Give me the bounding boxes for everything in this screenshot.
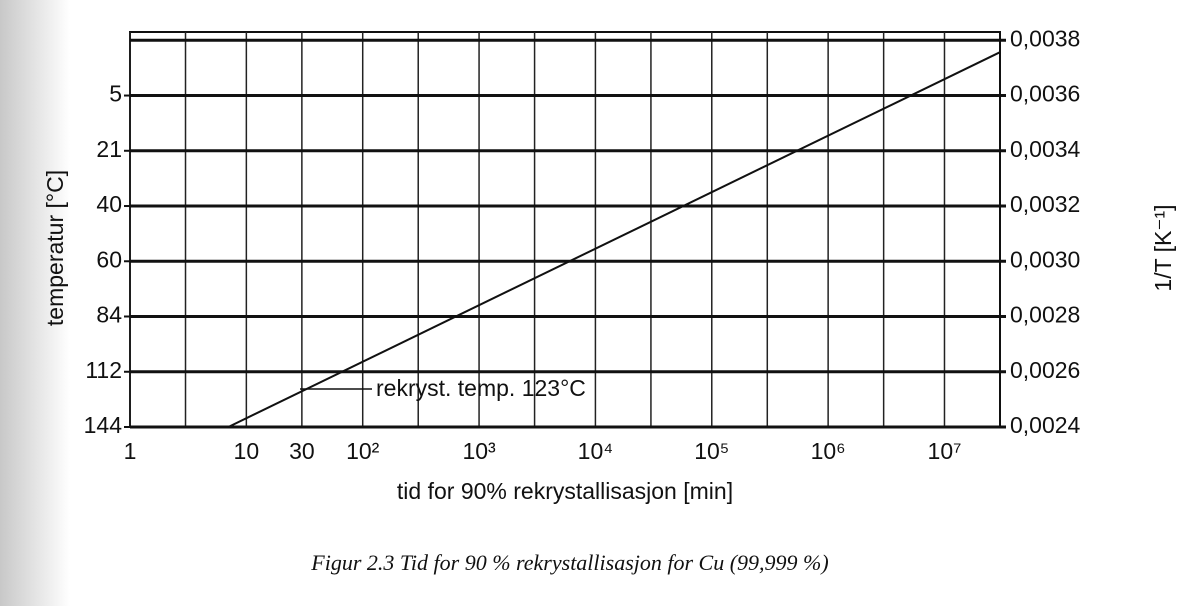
y2-axis-title: 1/T [K⁻¹] bbox=[1150, 204, 1176, 291]
y-tick-label: 84 bbox=[96, 302, 122, 328]
x-tick-label: 10⁵ bbox=[694, 438, 729, 464]
x-tick-label: 10 bbox=[234, 438, 260, 464]
scan-margin bbox=[0, 0, 70, 606]
y-axis-title: temperatur [°C] bbox=[42, 170, 68, 326]
y-tick-label: 112 bbox=[85, 357, 122, 383]
y2-tick-label: 0,0032 bbox=[1010, 191, 1080, 217]
data-line bbox=[227, 51, 1001, 428]
y-tick-label: 144 bbox=[84, 412, 123, 438]
x-axis-title: tid for 90% rekrystallisasjon [min] bbox=[397, 478, 733, 504]
y2-tick-label: 0,0024 bbox=[1010, 412, 1081, 438]
y2-tick-label: 0,0028 bbox=[1010, 302, 1080, 328]
y-tick-label: 60 bbox=[96, 246, 122, 272]
x-tick-label: 10⁶ bbox=[811, 438, 846, 464]
y-tick-label: 21 bbox=[96, 136, 122, 162]
x-tick-label: 10² bbox=[346, 438, 380, 464]
annotation: rekryst. temp. 123°C bbox=[376, 375, 586, 401]
caption: Figur 2.3 Tid for 90 % rekrystallisasjon… bbox=[310, 550, 828, 575]
x-tick-label: 10⁴ bbox=[578, 438, 613, 464]
x-tick-label: 30 bbox=[289, 438, 315, 464]
y-tick-label: 5 bbox=[109, 81, 122, 107]
y2-tick-label: 0,0030 bbox=[1010, 246, 1080, 272]
x-tick-label: 10³ bbox=[462, 438, 496, 464]
y2-tick-label: 0,0034 bbox=[1010, 136, 1081, 162]
plot-frame bbox=[129, 31, 1001, 428]
y2-tick-label: 0,0036 bbox=[1010, 81, 1080, 107]
y2-tick-label: 0,0038 bbox=[1010, 25, 1080, 51]
x-tick-label: 1 bbox=[124, 438, 137, 464]
y-tick-label: 40 bbox=[96, 191, 122, 217]
x-tick-label: 10⁷ bbox=[928, 438, 962, 464]
y2-tick-label: 0,0026 bbox=[1010, 357, 1080, 383]
